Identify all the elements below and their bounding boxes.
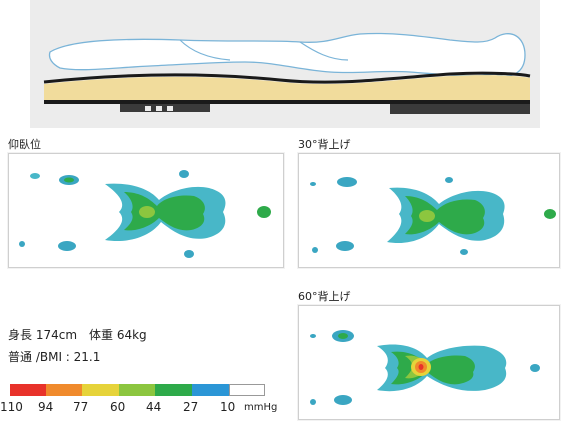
panel-label-incline60: 60°背上げ — [298, 290, 351, 303]
panel-label-supine: 仰臥位 — [8, 138, 41, 151]
scale-tick-94: 94 — [38, 400, 54, 414]
pressure-map-supine — [8, 153, 284, 268]
subject-height-weight: 身長 174cm 体重 64kg — [8, 328, 147, 342]
scale-segment-white — [229, 384, 265, 396]
scale-tick-77: 77 — [73, 400, 89, 414]
scale-tick-27: 27 — [183, 400, 199, 414]
scale-tick-110: 110 — [0, 400, 23, 414]
subject-bmi: 普通 /BMI : 21.1 — [8, 350, 101, 364]
mattress-illustration — [30, 0, 540, 128]
scale-segment-yellow — [82, 384, 119, 396]
scale-tick-10: 10 — [220, 400, 236, 414]
scale-segment-lightgreen — [119, 384, 155, 396]
pressure-map-incline30 — [298, 153, 560, 268]
scale-tick-44: 44 — [146, 400, 162, 414]
pressure-map-incline60 — [298, 305, 560, 420]
scale-tick-60: 60 — [110, 400, 126, 414]
scale-segment-red — [10, 384, 46, 396]
pressure-color-scale — [10, 384, 266, 396]
person-on-mattress-drawing — [30, 0, 540, 128]
scale-unit: mmHg — [244, 402, 278, 413]
panel-label-incline30: 30°背上げ — [298, 138, 351, 151]
scale-segment-blue — [192, 384, 229, 396]
scale-segment-green — [155, 384, 192, 396]
scale-segment-orange — [46, 384, 82, 396]
